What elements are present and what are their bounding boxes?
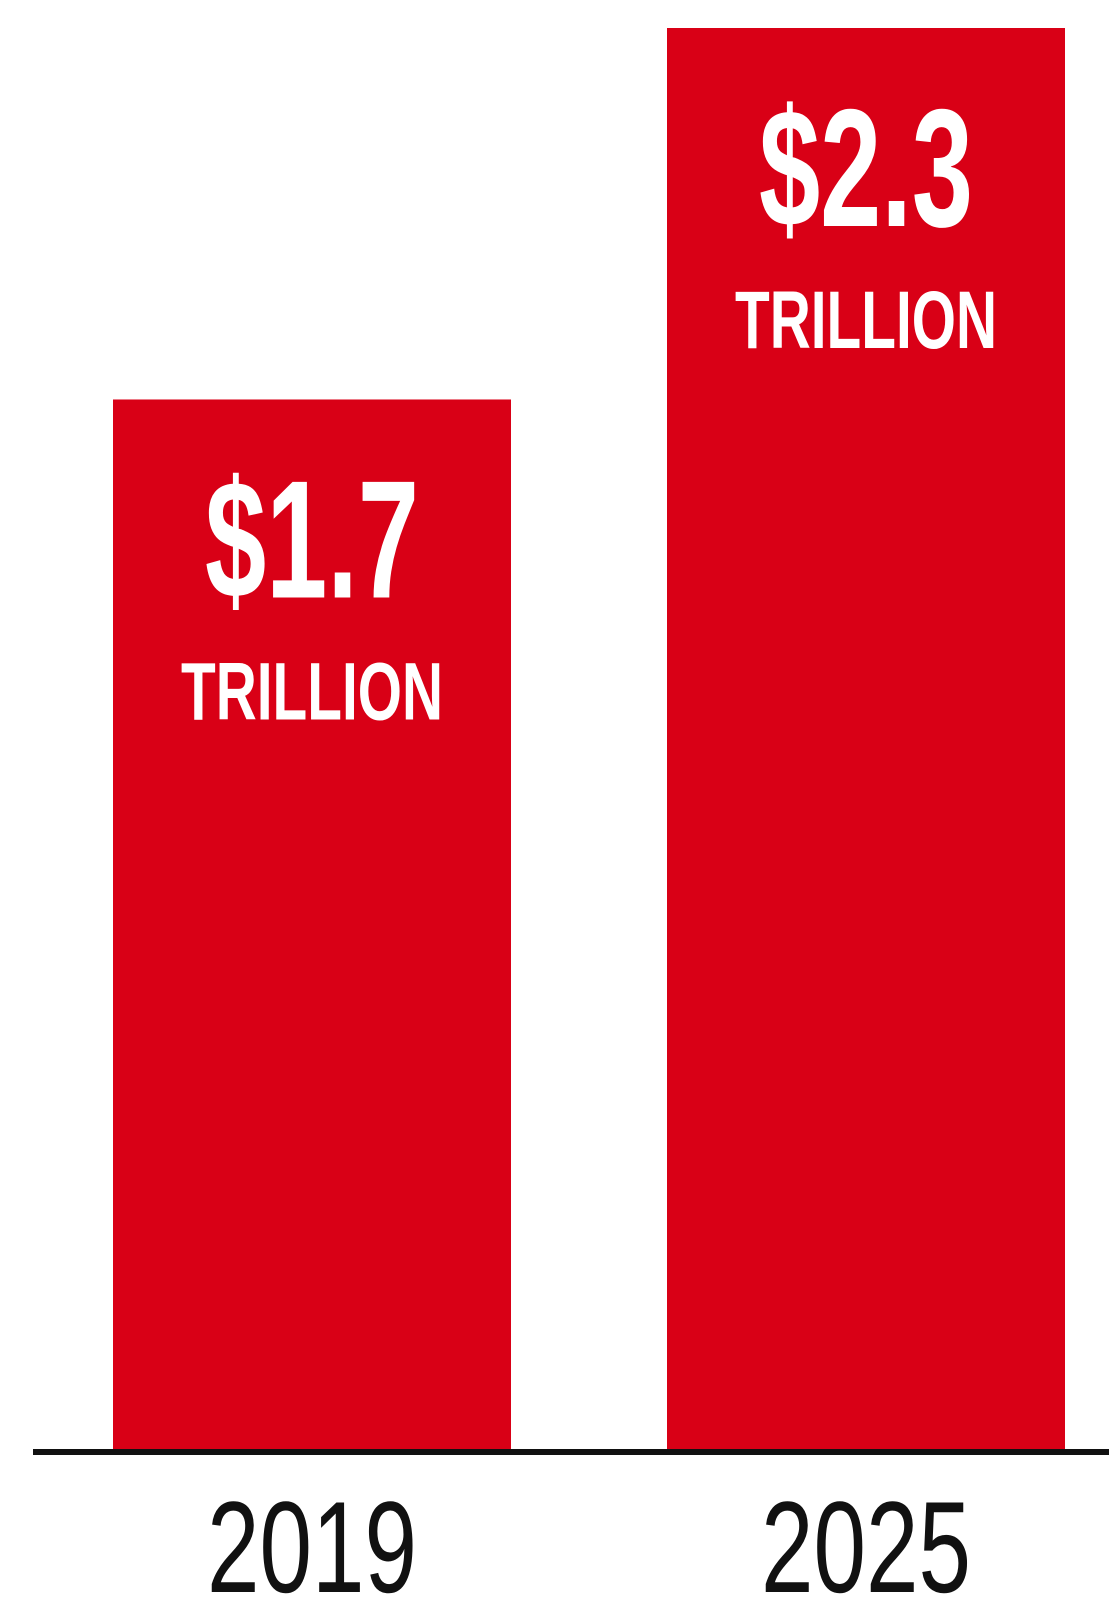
bar-2019: [113, 399, 511, 1452]
data-label-value-2019: $1.7: [205, 445, 419, 633]
x-tick-label-2025: 2025: [761, 1474, 971, 1611]
x-tick-label-2019: 2019: [207, 1474, 417, 1611]
bar-2025: [667, 28, 1065, 1452]
data-label-unit-2019: TRILLION: [181, 646, 443, 737]
data-label-value-2025: $2.3: [759, 74, 973, 262]
bars-group: $1.7 TRILLION $2.3 TRILLION: [113, 28, 1065, 1452]
data-label-unit-2025: TRILLION: [735, 275, 997, 366]
x-tick-labels: 2019 2025: [207, 1474, 971, 1611]
